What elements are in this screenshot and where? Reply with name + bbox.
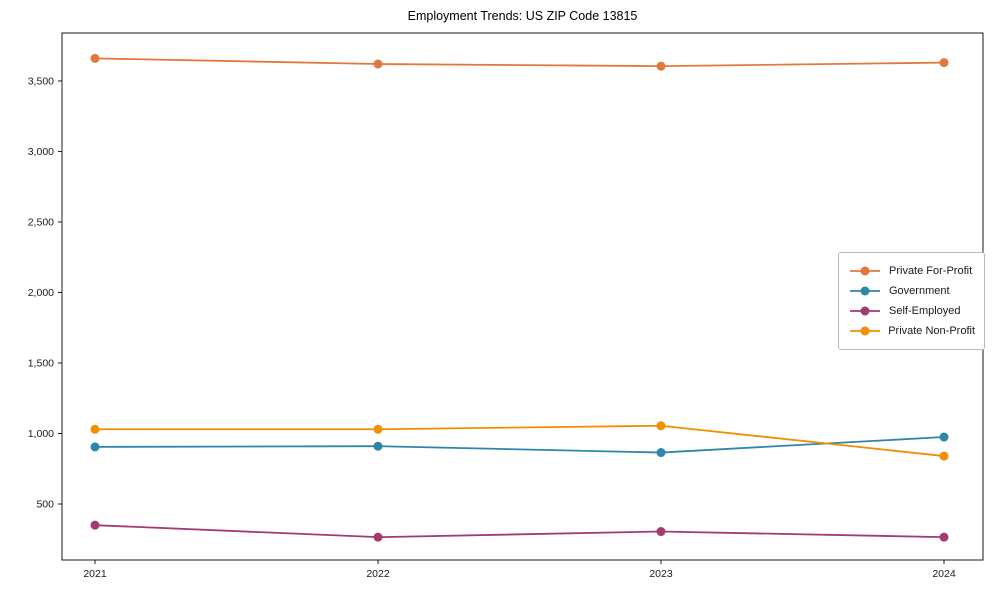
data-point-government	[656, 448, 666, 458]
legend-item: Government	[848, 281, 975, 301]
y-tick-label: 500	[36, 499, 54, 511]
legend-label: Government	[889, 285, 950, 297]
data-point-self-employed	[90, 520, 100, 530]
data-point-self-employed	[373, 532, 383, 542]
legend-label: Private Non-Profit	[888, 325, 975, 337]
data-point-government	[90, 442, 100, 452]
data-point-private-non-profit	[90, 424, 100, 434]
y-tick-label: 1,000	[28, 428, 54, 440]
data-point-private-for-profit	[939, 58, 949, 68]
legend-marker-icon	[850, 306, 880, 316]
series-line-government	[94, 436, 945, 454]
data-point-government	[373, 441, 383, 451]
data-point-government	[939, 432, 949, 442]
y-tick-label: 2,500	[28, 216, 54, 228]
data-point-private-for-profit	[90, 53, 100, 63]
data-point-private-non-profit	[939, 451, 949, 461]
legend-item: Private For-Profit	[848, 261, 975, 281]
series-line-private-for-profit	[94, 57, 945, 68]
legend-label: Private For-Profit	[889, 265, 973, 277]
y-tick-label: 1,500	[28, 357, 54, 369]
legend-marker-icon	[850, 326, 880, 336]
x-tick-label: 2023	[649, 568, 673, 580]
y-tick-label: 2,000	[28, 287, 54, 299]
y-tick-label: 3,500	[28, 75, 54, 87]
legend-marker-icon	[850, 266, 880, 276]
series-line-self-employed	[94, 524, 945, 539]
legend-label: Self-Employed	[889, 305, 961, 317]
y-tick-label: 3,000	[28, 146, 54, 158]
data-point-private-non-profit	[656, 421, 666, 431]
x-tick-label: 2021	[83, 568, 107, 580]
series-line-private-non-profit	[95, 424, 945, 457]
data-point-private-for-profit	[373, 59, 383, 69]
data-point-self-employed	[939, 532, 949, 542]
legend-item: Self-Employed	[848, 301, 975, 321]
legend-marker-icon	[850, 286, 880, 296]
x-tick-label: 2024	[932, 568, 956, 580]
chart-legend: Private For-Profit Government Self-Employe…	[838, 252, 985, 350]
data-point-self-employed	[656, 527, 666, 537]
legend-item: Private Non-Profit	[848, 321, 975, 341]
chart-title: Employment Trends: US ZIP Code 13815	[407, 9, 638, 23]
data-point-private-non-profit	[373, 424, 383, 434]
x-tick-label: 2022	[366, 568, 390, 580]
data-point-private-for-profit	[656, 61, 666, 71]
